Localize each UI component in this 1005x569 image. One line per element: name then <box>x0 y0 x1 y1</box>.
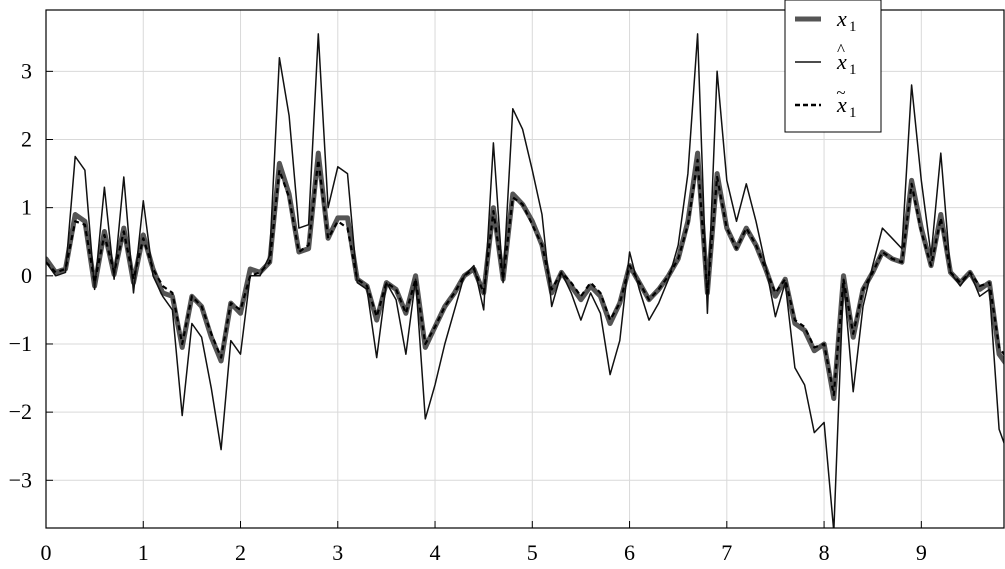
x-tick-label: 1 <box>138 540 149 565</box>
x-tick-label: 4 <box>430 540 441 565</box>
legend-subscript: 1 <box>849 105 857 121</box>
x-tick-label: 0 <box>41 540 52 565</box>
x-tick-label: 8 <box>819 540 830 565</box>
legend-accent: ~ <box>836 83 845 102</box>
legend-symbol: x <box>836 49 847 74</box>
y-tick-label: 2 <box>21 127 32 152</box>
series-line-2 <box>46 33 1004 528</box>
y-tick-label: 1 <box>21 195 32 220</box>
legend: x 1x 1^x 1~ <box>784 0 882 133</box>
x-tick-label: 7 <box>721 540 732 565</box>
series-layer <box>46 33 1004 528</box>
legend-subscript: 1 <box>849 19 857 35</box>
series-line-3 <box>46 158 1004 397</box>
y-tick-label: 0 <box>21 263 32 288</box>
legend-accent: ^ <box>837 40 845 59</box>
y-tick-label: −3 <box>9 467 32 492</box>
x-tick-label: 2 <box>235 540 246 565</box>
legend-label-3: x 1~ <box>836 83 857 121</box>
x-tick-label: 9 <box>916 540 927 565</box>
y-tick-label: −1 <box>9 331 32 356</box>
legend-symbol: x <box>836 6 847 31</box>
plot-frame <box>45 9 1005 529</box>
legend-label-2: x 1^ <box>836 40 857 78</box>
y-tick-label: 3 <box>21 58 32 83</box>
x-axis-tick-labels: 0 1 2 3 4 5 6 7 8 9 <box>41 540 927 565</box>
x-tick-label: 6 <box>624 540 635 565</box>
x-tick-label: 5 <box>527 540 538 565</box>
y-axis-tick-labels: −3 −2 −1 0 1 2 3 <box>9 58 32 492</box>
legend-box <box>784 0 882 133</box>
legend-subscript: 1 <box>849 62 857 78</box>
y-tick-label: −2 <box>9 399 32 424</box>
x-tick-label: 3 <box>332 540 343 565</box>
legend-symbol: x <box>836 92 847 117</box>
tick-marks <box>45 70 922 528</box>
